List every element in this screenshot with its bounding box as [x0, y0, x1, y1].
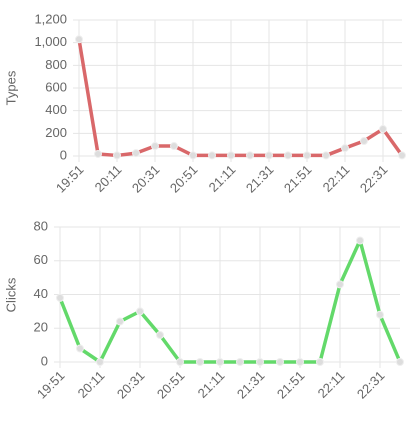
x-tick-label: 20:31: [114, 368, 148, 402]
y-tick-label: 600: [45, 79, 67, 94]
point: [341, 144, 349, 153]
point: [379, 125, 387, 134]
y-tick-label: 800: [45, 57, 67, 72]
point: [56, 293, 64, 302]
y-tick-label: 0: [60, 147, 67, 162]
x-tick-label: 19:51: [53, 162, 87, 196]
y-tick-label: 60: [34, 252, 48, 267]
point: [376, 310, 384, 319]
point: [170, 142, 178, 151]
line: [58, 238, 402, 364]
x-tick-label: 22:31: [354, 368, 388, 402]
x-tick-label: 20:31: [129, 162, 163, 196]
point: [75, 35, 83, 44]
point: [360, 137, 368, 146]
x-tick-label: 21:31: [243, 162, 277, 196]
point: [136, 307, 144, 316]
x-tick-label: 21:51: [281, 162, 315, 196]
point: [132, 149, 140, 158]
point: [256, 358, 264, 366]
point: [176, 358, 184, 366]
point: [246, 151, 254, 160]
x-tick-label: 20:51: [154, 368, 188, 402]
point: [265, 151, 273, 160]
y-axis-label: Types: [3, 70, 18, 105]
point: [322, 151, 330, 160]
y-tick-label: 1,200: [34, 11, 67, 26]
x-tick-label: 20:51: [167, 162, 201, 196]
point: [296, 358, 304, 366]
x-tick-label: 21:11: [195, 368, 228, 401]
y-tick-label: 1,000: [34, 34, 67, 49]
point: [151, 142, 159, 151]
point: [76, 344, 84, 353]
point: [396, 358, 404, 366]
y-tick-label: 200: [45, 125, 67, 140]
y-tick-label: 400: [45, 102, 67, 117]
point: [96, 358, 104, 366]
x-tick-label: 20:11: [92, 162, 125, 195]
y-axis-label: Clicks: [3, 277, 18, 312]
y-tick-label: 40: [34, 286, 48, 301]
x-tick-label: 22:11: [320, 162, 353, 195]
y-tick-label: 20: [34, 320, 48, 335]
point: [336, 280, 344, 289]
point: [303, 151, 311, 160]
point: [156, 331, 164, 339]
point: [236, 358, 244, 366]
point: [356, 236, 364, 245]
x-tick-label: 19:51: [34, 368, 68, 402]
point: [116, 317, 124, 326]
x-tick-label: 21:31: [234, 368, 268, 402]
point: [189, 151, 197, 160]
point: [94, 149, 102, 158]
x-tick-label: 20:11: [75, 368, 108, 401]
x-tick-label: 21:11: [206, 162, 239, 195]
point: [316, 358, 324, 366]
x-tick-label: 22:31: [357, 162, 391, 196]
point: [113, 151, 121, 160]
point: [227, 151, 235, 160]
point: [196, 358, 204, 366]
y-tick-label: 80: [34, 218, 48, 233]
x-tick-label: 22:11: [315, 368, 348, 401]
point: [208, 151, 216, 160]
point: [216, 358, 224, 366]
point: [284, 151, 292, 160]
point: [398, 151, 406, 160]
point: [276, 358, 284, 366]
x-tick-label: 21:51: [274, 368, 308, 402]
y-tick-label: 0: [41, 353, 48, 368]
line: [77, 38, 404, 158]
